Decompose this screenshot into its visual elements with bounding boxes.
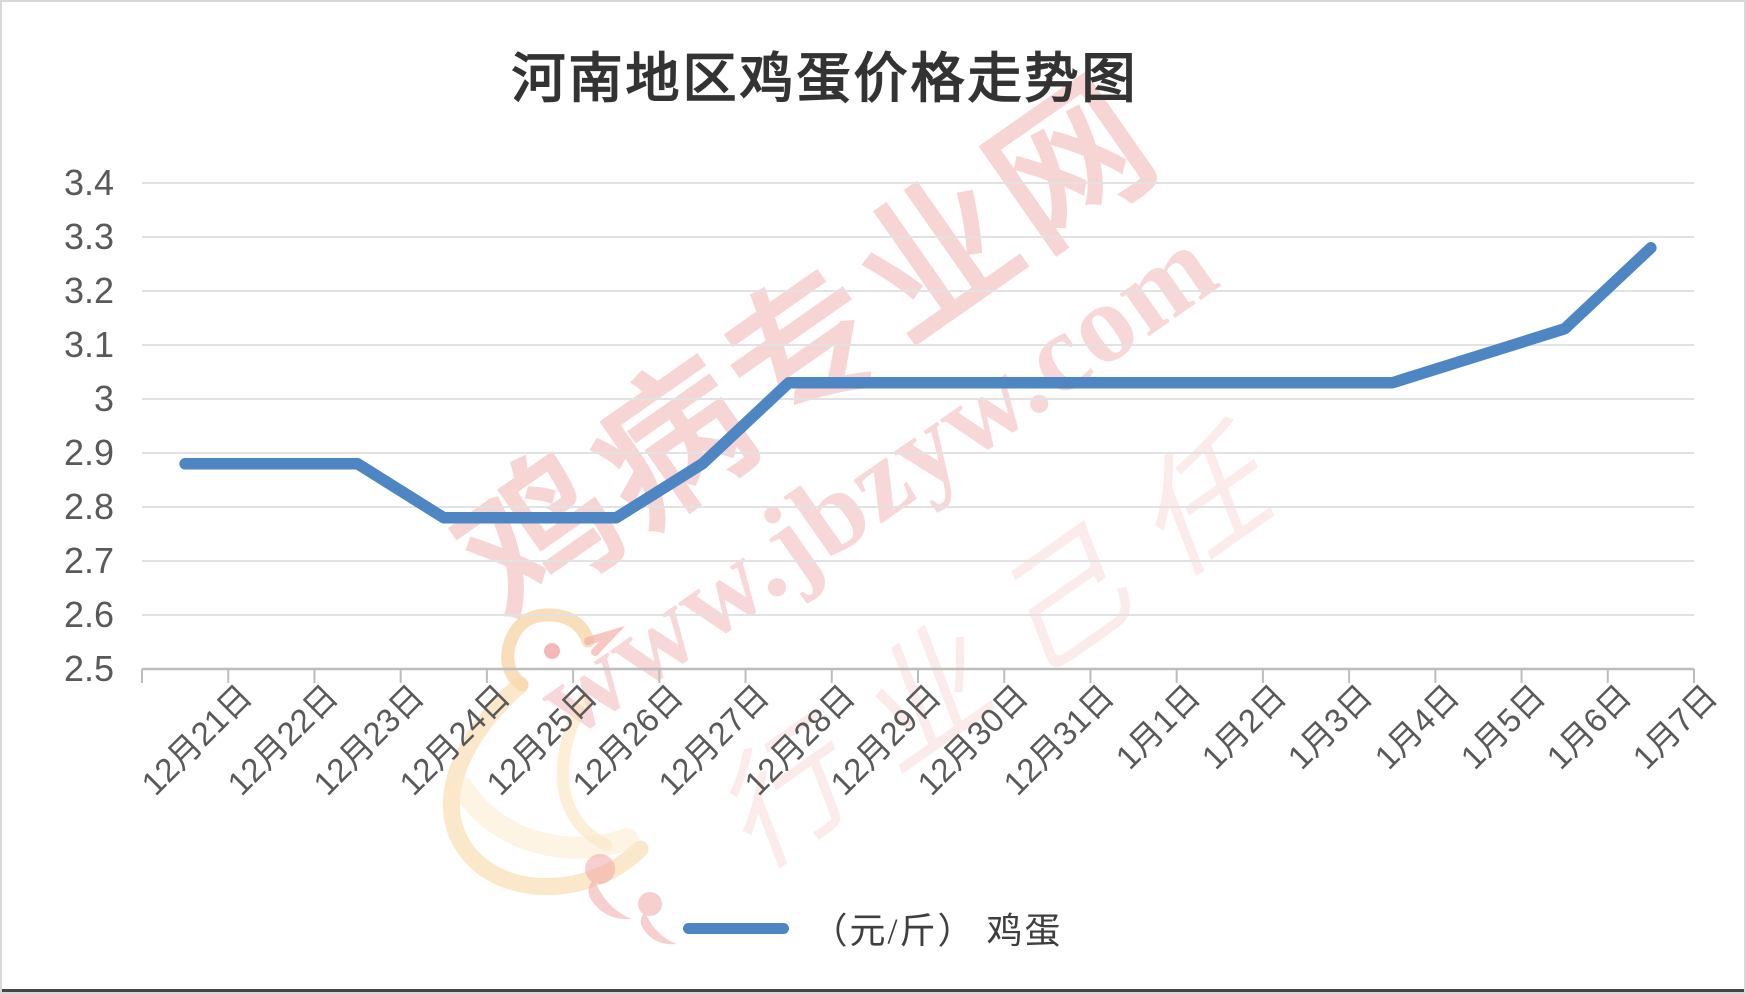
y-axis-label: 2.9 xyxy=(63,432,114,473)
legend: （元/斤） 鸡蛋 xyxy=(2,902,1744,954)
y-axis-label: 3.2 xyxy=(63,270,114,311)
y-axis-label: 2.6 xyxy=(63,594,114,635)
y-axis-label: 3 xyxy=(93,378,114,419)
y-axis-label: 2.8 xyxy=(63,486,114,527)
price-series-line xyxy=(179,242,1657,524)
y-axis-label: 2.7 xyxy=(63,540,114,581)
chart-title: 河南地区鸡蛋价格走势图 xyxy=(511,49,1139,109)
y-axis-label: 3.3 xyxy=(63,216,114,257)
y-axis-label: 3.1 xyxy=(63,324,114,365)
y-axis-label: 2.5 xyxy=(63,648,114,689)
window-bottom-edge xyxy=(2,989,1744,992)
legend-line-swatch xyxy=(683,922,790,934)
y-axis-label: 3.4 xyxy=(63,162,114,203)
legend-label: （元/斤） 鸡蛋 xyxy=(811,911,1063,951)
